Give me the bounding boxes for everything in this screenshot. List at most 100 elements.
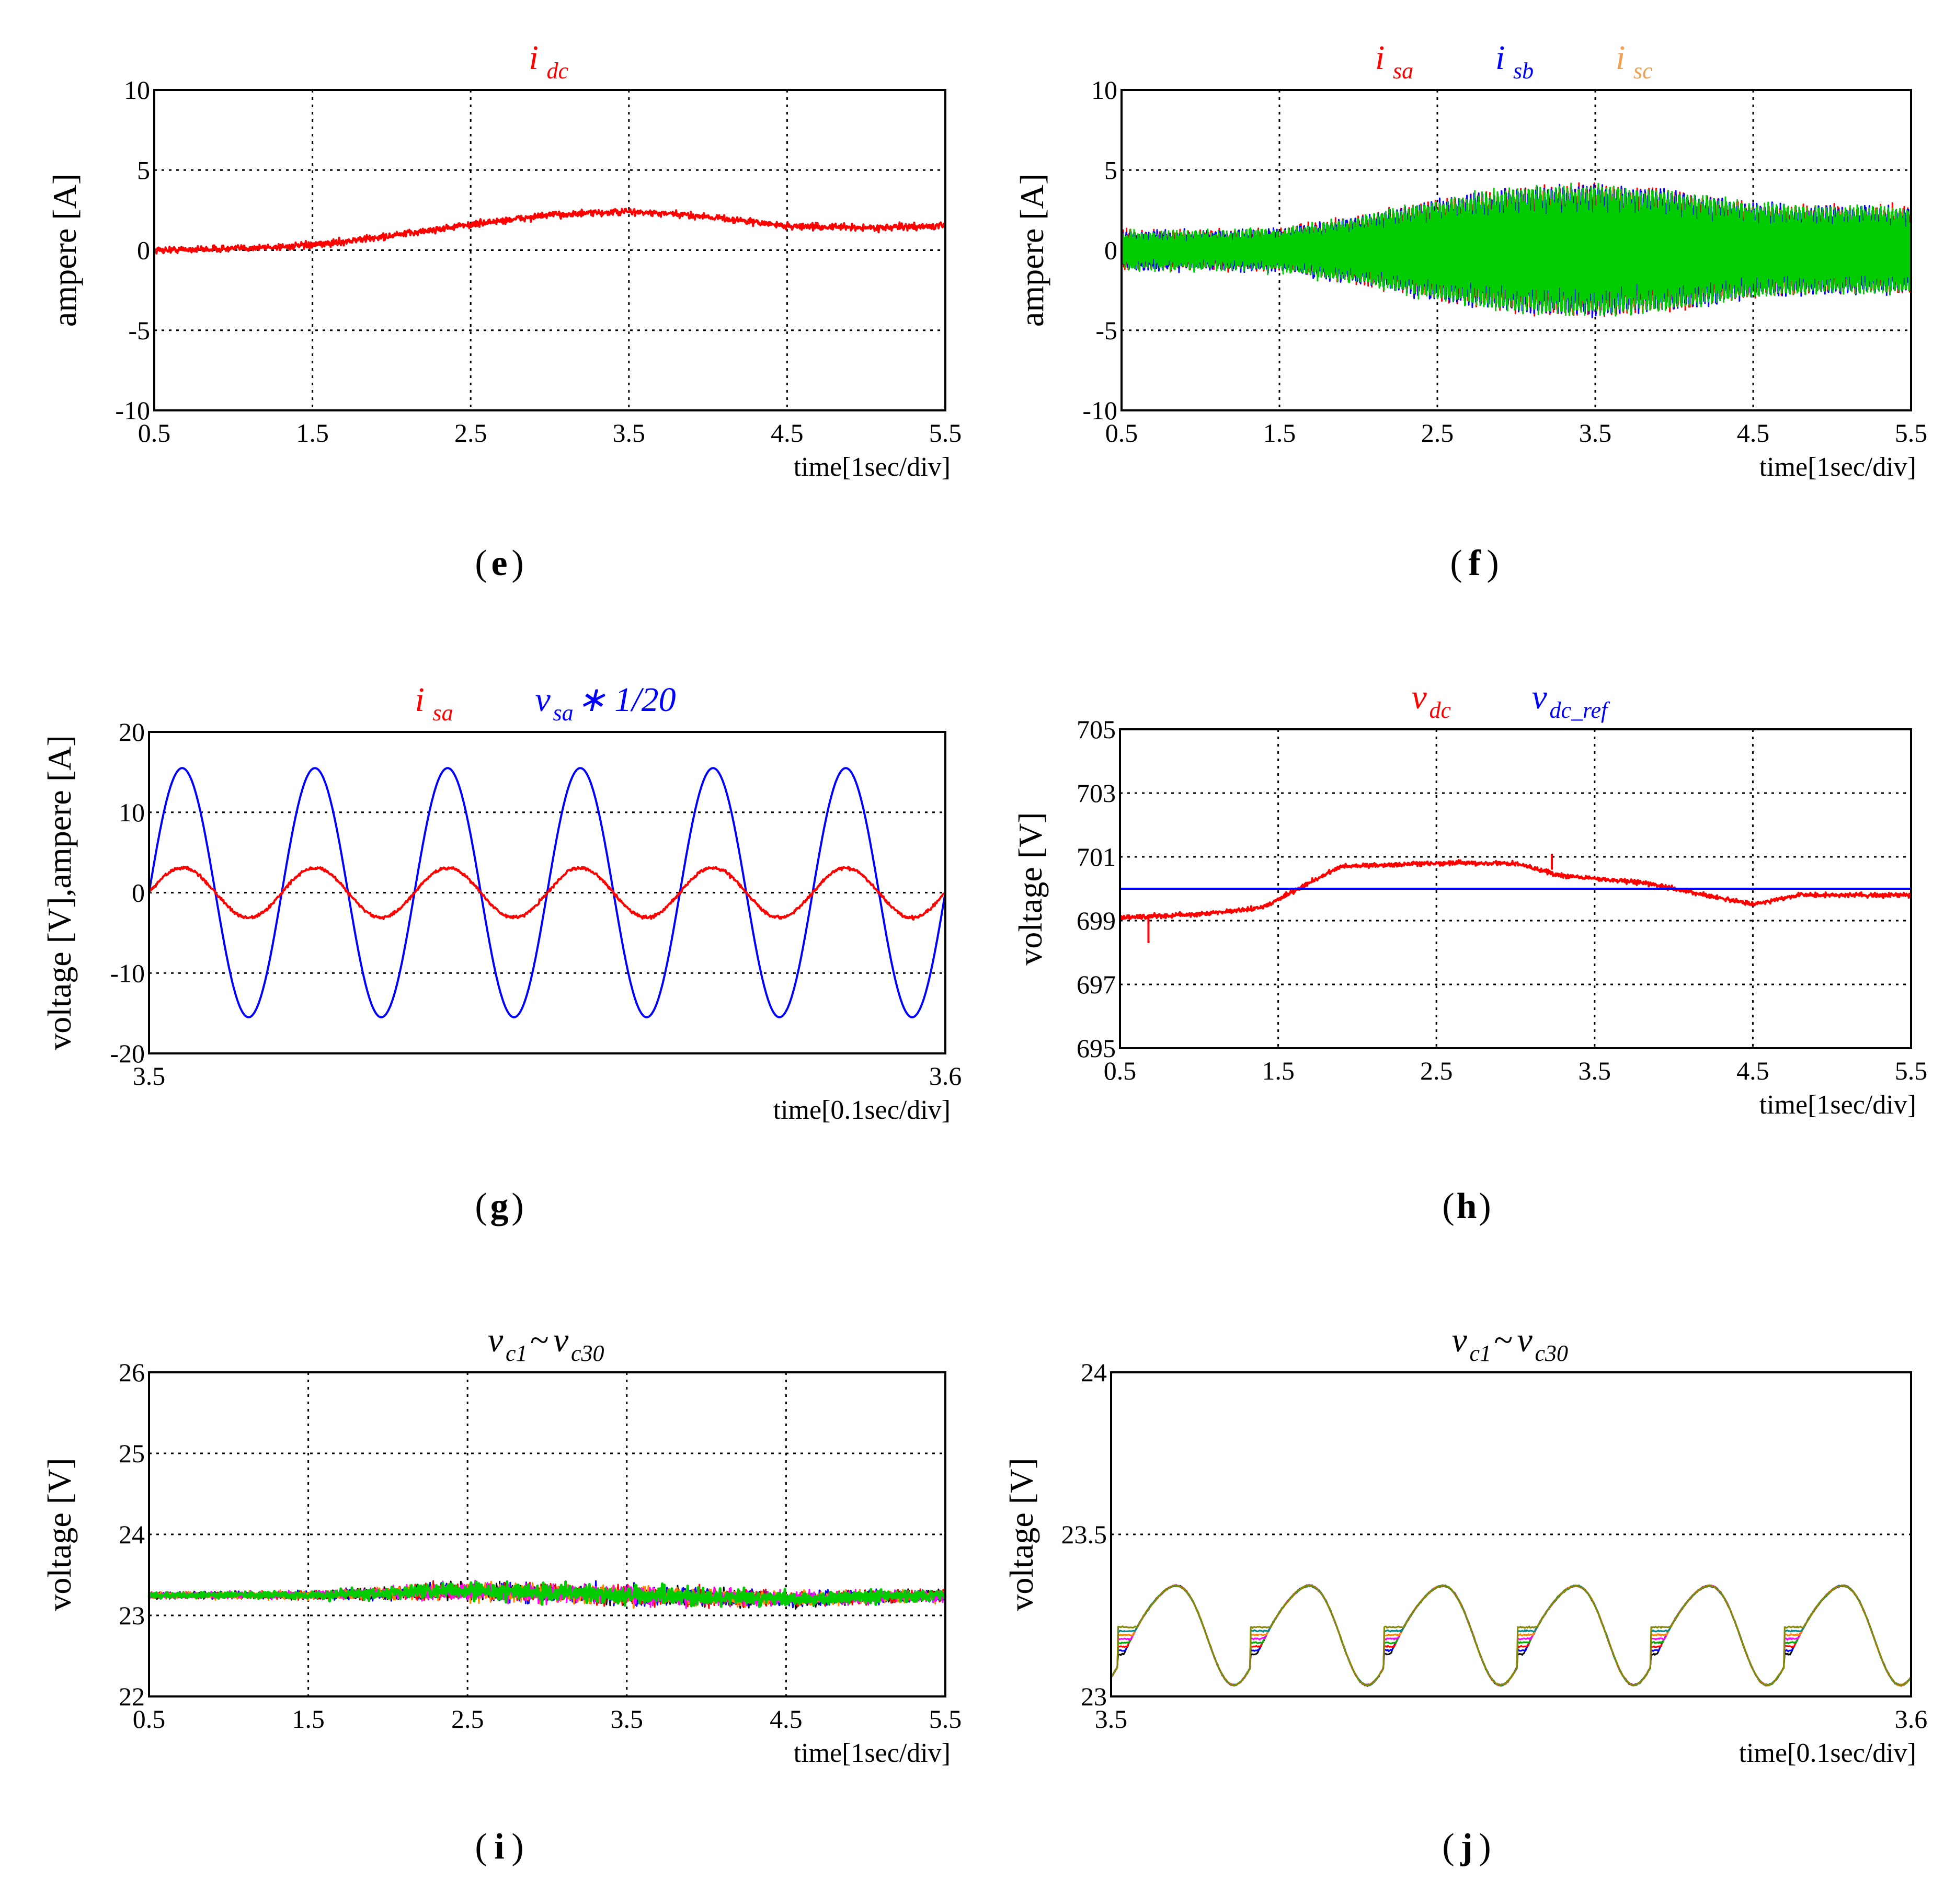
- title-tilde: ~: [1494, 1321, 1513, 1359]
- x-tick-label: 2.5: [1420, 1056, 1453, 1085]
- title-symbol: i: [1616, 39, 1625, 77]
- plot-traces: [1119, 853, 1912, 943]
- y-tick-label: 0: [132, 878, 145, 908]
- panel-g: 3.5 3.6 20 10 0 -10 -20 time[0.1sec/div] voltage…: [41, 681, 962, 1226]
- caption-paren-close: ): [511, 1186, 523, 1226]
- x-tick-label: 2.5: [454, 418, 487, 448]
- x-tick-label: 4.5: [771, 418, 804, 448]
- x-tick-label: 0.5: [1105, 418, 1138, 448]
- chart-title: v dc v dc_ref: [1412, 678, 1611, 723]
- x-axis-label: time[0.1sec/div]: [1739, 1738, 1916, 1768]
- series-vc: [1111, 1584, 1912, 1687]
- plot-traces: [153, 208, 946, 255]
- x-tick-label: 1.5: [1262, 1056, 1295, 1085]
- caption-paren-close: ): [511, 1827, 523, 1867]
- title-subscript: c1: [506, 1340, 528, 1366]
- x-tick-label: 5.5: [929, 1704, 962, 1734]
- series-vc: [1110, 1584, 1912, 1687]
- caption-label: g: [490, 1186, 509, 1226]
- x-tick-label: 2.5: [1421, 418, 1454, 448]
- panel-caption: (i): [475, 1827, 523, 1867]
- panel-caption: (e): [475, 543, 523, 583]
- y-tick-label: -10: [110, 958, 145, 988]
- panel-caption: (g): [475, 1186, 523, 1226]
- chart-title: i sa i sb i sc: [1375, 39, 1653, 84]
- x-tick-label: 5.5: [929, 418, 962, 448]
- x-axis-label: time[0.1sec/div]: [773, 1095, 951, 1125]
- title-subscript: dc: [1430, 697, 1451, 723]
- plot-frame: [148, 1371, 946, 1697]
- x-axis-label: time[1sec/div]: [794, 452, 951, 482]
- x-tick-label: 3.5: [1579, 418, 1612, 448]
- caption-paren-close: ): [1479, 1186, 1491, 1226]
- x-tick-label: 3.5: [133, 1061, 166, 1091]
- x-tick-label: 1.5: [1263, 418, 1296, 448]
- title-subscript: sa: [433, 700, 453, 726]
- series-i_sa: [148, 865, 946, 921]
- x-tick-label: 3.5: [1579, 1056, 1611, 1085]
- x-tick-label: 5.5: [1895, 418, 1928, 448]
- y-tick-label: 697: [1077, 970, 1116, 999]
- caption-paren-close: ): [511, 543, 523, 583]
- y-tick-label: 23: [1081, 1682, 1107, 1711]
- x-tick-label: 3.5: [613, 418, 646, 448]
- series-vc: [1110, 1584, 1912, 1687]
- caption-label: i: [494, 1827, 504, 1867]
- chart-title: v c1 ~ v c30: [488, 1321, 604, 1366]
- y-tick-label: 5: [137, 155, 150, 185]
- title-symbol: v: [553, 1321, 569, 1359]
- series-vc: [1110, 1584, 1912, 1687]
- y-tick-label: 10: [1091, 75, 1117, 105]
- plot-traces: [147, 1579, 947, 1610]
- x-tick-label: 5.5: [1895, 1056, 1928, 1085]
- x-axis-label: time[1sec/div]: [1759, 1090, 1916, 1120]
- x-tick-label: 4.5: [1737, 418, 1770, 448]
- caption-paren-close: ): [1486, 543, 1499, 583]
- title-subscript: sa: [1393, 58, 1413, 84]
- caption-paren-close: ): [1479, 1827, 1491, 1867]
- title-tilde: ~: [530, 1321, 548, 1359]
- plot-traces: [1110, 1584, 1912, 1687]
- y-axis-label: ampere [A]: [1013, 174, 1050, 327]
- y-tick-label: 10: [124, 75, 150, 105]
- x-tick-label: 1.5: [292, 1704, 325, 1734]
- title-symbol: v: [1412, 678, 1427, 716]
- y-tick-label: -20: [110, 1039, 145, 1068]
- y-axis-label: voltage [V]: [1003, 1458, 1040, 1611]
- panel-i: 0.5 1.5 2.5 3.5 4.5 5.5 26 25 24 23 22 time[1sec/di…: [41, 1321, 962, 1867]
- plot-frame: [148, 731, 946, 1054]
- x-tick-label: 0.5: [1104, 1056, 1137, 1085]
- y-tick-label: 23.5: [1061, 1520, 1107, 1549]
- x-tick-label: 3.6: [1895, 1704, 1928, 1734]
- chart-title: v c1 ~ v c30: [1452, 1321, 1569, 1366]
- y-tick-label: 25: [119, 1439, 145, 1468]
- x-tick-label: 4.5: [1736, 1056, 1769, 1085]
- chart-title: i sa v sa ∗ 1/20: [415, 681, 676, 726]
- title-subscript: c1: [1470, 1340, 1492, 1366]
- y-tick-label: 24: [119, 1520, 145, 1549]
- series-i_sc: [1120, 182, 1912, 317]
- plot-traces: [148, 767, 946, 1018]
- y-axis-label: voltage [V],ampere [A]: [41, 735, 78, 1050]
- y-tick-label: 10: [119, 798, 145, 827]
- title-symbol: i: [1495, 39, 1505, 77]
- title-symbol: v: [535, 681, 551, 719]
- panel-e: 0.5 1.5 2.5 3.5 4.5 5.5 10 5 0 -5 -10 time[1sec/div…: [46, 39, 962, 583]
- caption-paren-open: (: [475, 1827, 487, 1867]
- y-tick-label: 705: [1077, 715, 1116, 744]
- y-tick-label: 701: [1077, 842, 1116, 871]
- y-tick-label: 20: [119, 717, 145, 747]
- y-tick-label: 703: [1077, 778, 1116, 808]
- title-symbol: v: [488, 1321, 504, 1359]
- caption-label: h: [1457, 1186, 1477, 1226]
- series-vc: [1110, 1584, 1912, 1687]
- y-tick-label: 0: [137, 236, 150, 265]
- caption-paren-open: (: [475, 1186, 487, 1226]
- title-symbol: i: [1375, 39, 1385, 77]
- y-tick-label: -5: [1095, 316, 1117, 345]
- y-tick-label: 23: [119, 1601, 145, 1630]
- y-tick-label: 22: [119, 1682, 145, 1711]
- x-tick-label: 4.5: [770, 1704, 803, 1734]
- x-axis-label: time[1sec/div]: [794, 1738, 951, 1768]
- panel-caption: (f): [1450, 543, 1499, 583]
